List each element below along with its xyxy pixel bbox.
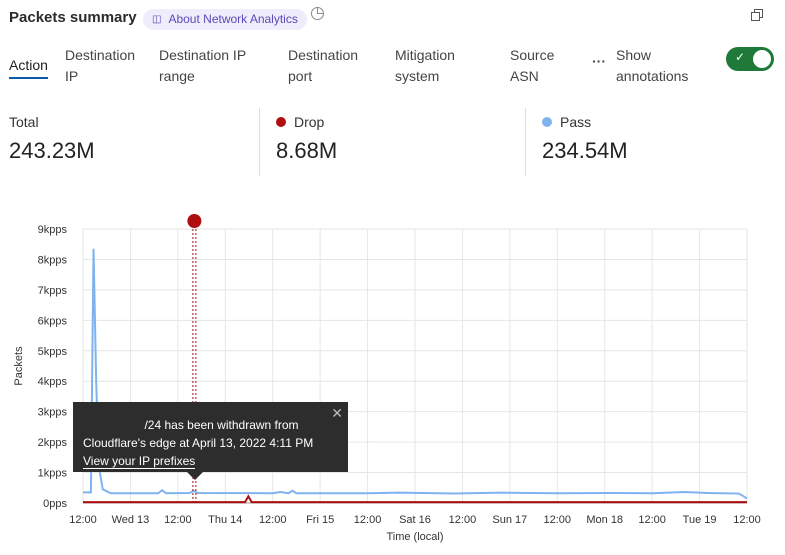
annotation-marker[interactable] — [187, 214, 202, 228]
view-ip-prefixes-link[interactable]: View your IP prefixes — [83, 454, 196, 469]
pass-series-line — [83, 248, 748, 500]
x-tick-label: Mon 18 — [586, 514, 623, 526]
y-tick-label: 4kpps — [38, 376, 68, 388]
y-tick-label: 8kpps — [38, 254, 68, 266]
x-tick-label: 12:00 — [259, 514, 287, 526]
show-annotations-toggle[interactable]: ✓ — [726, 47, 774, 71]
x-tick-label: 12:00 — [638, 514, 666, 526]
x-tick-label: 12:00 — [733, 514, 761, 526]
stat-drop: Drop 8.68M — [276, 114, 337, 164]
y-tick-label: 3kpps — [38, 407, 68, 419]
stat-total: Total 243.23M — [9, 114, 95, 164]
x-tick-label: 12:00 — [354, 514, 382, 526]
tab-destination-port[interactable]: Destination port — [288, 47, 359, 84]
x-tick-label: 12:00 — [69, 514, 97, 526]
stat-label: Drop — [294, 114, 325, 130]
x-tick-label: 12:00 — [544, 514, 572, 526]
stat-value: 234.54M — [542, 138, 628, 163]
show-annotations-label: Show annotations — [616, 47, 689, 84]
stat-value: 243.23M — [9, 138, 95, 163]
stat-value: 8.68M — [276, 138, 338, 163]
stat-label: Total — [9, 114, 39, 130]
page-title: Packets summary — [9, 9, 137, 26]
y-tick-label: 1kpps — [38, 468, 68, 480]
drop-dot-icon — [276, 117, 286, 127]
annotation-tooltip: /24 has been withdrawn from Cloudflare's… — [73, 402, 348, 480]
x-tick-label: Fri 15 — [306, 514, 334, 526]
ellipsis-icon[interactable]: ··· — [592, 53, 606, 69]
y-tick-label: 5kpps — [38, 346, 68, 358]
tab-mitigation-system[interactable]: Mitigation system — [395, 47, 455, 84]
y-tick-label: 0pps — [43, 498, 67, 510]
about-network-analytics-link[interactable]: ◫ About Network Analytics — [143, 9, 307, 30]
tab-source-asn[interactable]: Source ASN — [510, 47, 555, 84]
stat-pass: Pass 234.54M — [542, 114, 628, 164]
y-tick-label: 2kpps — [38, 437, 68, 449]
close-icon[interactable]: ✕ — [331, 405, 343, 421]
x-tick-label: Sun 17 — [492, 514, 527, 526]
x-tick-label: Wed 13 — [112, 514, 150, 526]
book-icon: ◫ — [152, 14, 162, 25]
tooltip-line1: /24 has been withdrawn from — [144, 418, 299, 432]
x-tick-label: Sat 16 — [399, 514, 431, 526]
tooltip-line2: Cloudflare's edge at April 13, 2022 4:11… — [83, 436, 314, 450]
x-tick-label: 12:00 — [164, 514, 192, 526]
y-tick-label: 6kpps — [38, 315, 68, 327]
x-tick-label: Thu 14 — [208, 514, 242, 526]
y-tick-label: 9kpps — [38, 224, 68, 236]
popout-icon[interactable] — [751, 9, 764, 22]
x-tick-label: Tue 19 — [683, 514, 717, 526]
stat-label: Pass — [560, 114, 592, 130]
check-icon: ✓ — [735, 50, 746, 64]
y-tick-label: 7kpps — [38, 285, 68, 297]
pass-dot-icon — [542, 117, 552, 127]
tab-destination-ip[interactable]: Destination IP — [65, 47, 136, 84]
tab-action[interactable]: Action — [9, 55, 48, 79]
y-axis-label: Packets — [13, 346, 25, 386]
tab-destination-ip-range[interactable]: Destination IP range — [159, 47, 246, 84]
drop-series-line — [83, 494, 747, 504]
x-axis-label: Time (local) — [386, 531, 443, 543]
history-icon[interactable] — [311, 7, 324, 20]
x-tick-label: 12:00 — [449, 514, 477, 526]
